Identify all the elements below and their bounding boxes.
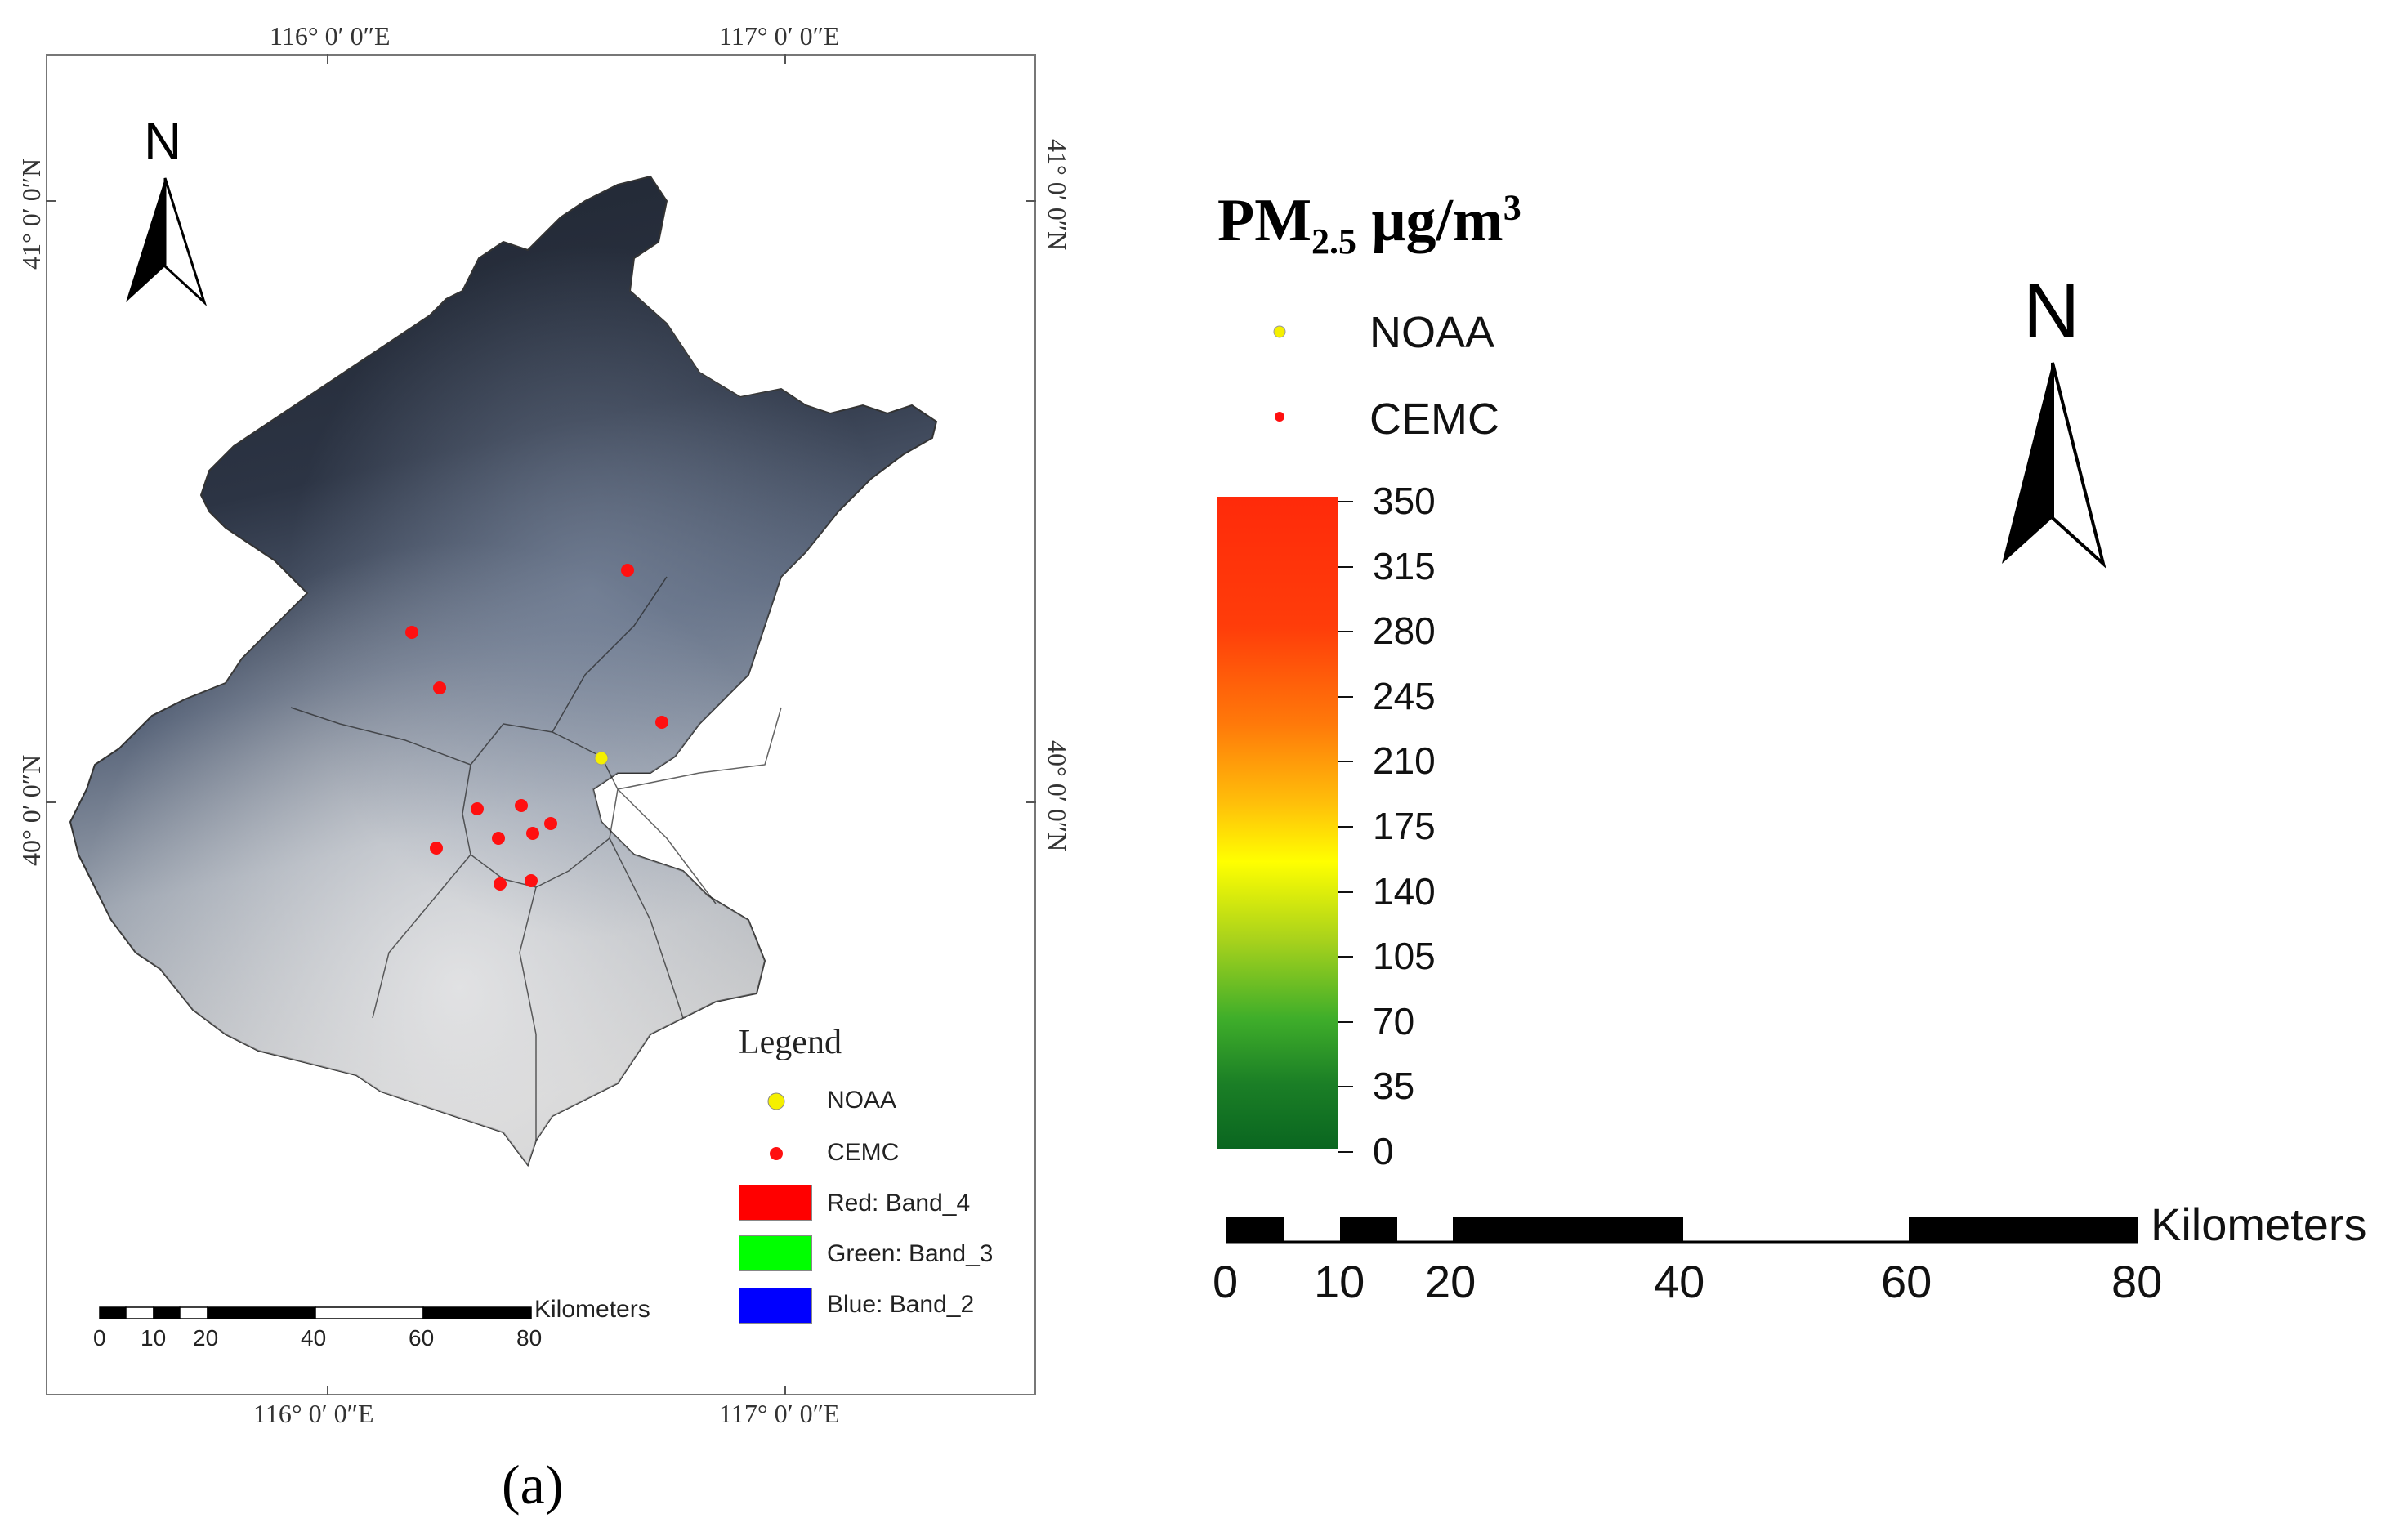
colorbar-tick-mark — [1338, 1151, 1353, 1153]
north-arrow-icon — [126, 177, 208, 306]
colorbar-tick-mark — [1338, 695, 1353, 698]
right-scale-tick: 0 — [1213, 1256, 1239, 1307]
scale-tick: 20 — [193, 1325, 219, 1351]
scale-tick: 40 — [301, 1325, 327, 1351]
colorbar-tick-label: 350 — [1373, 480, 1436, 522]
right-scale-tick: 20 — [1425, 1256, 1477, 1307]
scale-tick: 60 — [409, 1325, 435, 1351]
cemc-station — [492, 832, 505, 845]
cemc-station — [405, 626, 418, 639]
right-scale-bar — [1226, 1217, 2138, 1244]
cemc-station — [525, 874, 538, 887]
noaa-legend-dot — [767, 1092, 785, 1110]
right-scale-tick: 60 — [1881, 1256, 1932, 1307]
pm25-title: PM2.5 μg/m3 — [1217, 187, 1521, 261]
pm25-colorbar — [1217, 497, 1338, 1149]
cemc-station — [621, 564, 634, 577]
colorbar-tick-mark — [1338, 501, 1353, 502]
right-scale-tick: 10 — [1314, 1256, 1365, 1307]
legend-band-green: Green: Band_3 — [827, 1240, 994, 1267]
legend-noaa-label: NOAA — [827, 1087, 897, 1114]
colorbar-tick-label: 280 — [1373, 609, 1436, 653]
colorbar-tick-mark — [1338, 956, 1353, 958]
coord-right-40: 40° 0′ 0″N — [1043, 740, 1072, 852]
scale-tick: 0 — [93, 1325, 106, 1351]
coord-right-41: 41° 0′ 0″N — [1043, 139, 1072, 251]
colorbar-tick-label: 140 — [1373, 869, 1436, 913]
legend-band-blue: Blue: Band_2 — [827, 1291, 975, 1318]
colorbar-tick-label: 210 — [1373, 739, 1436, 783]
colorbar-tick-mark — [1338, 1086, 1353, 1088]
right-legend-cemc: CEMC — [1369, 395, 1499, 444]
colorbar-tick-label: 315 — [1373, 544, 1436, 587]
colorbar-tick-mark — [1338, 631, 1353, 633]
cemc-station — [494, 877, 507, 891]
band-red-swatch — [739, 1185, 812, 1221]
colorbar-tick-label: 0 — [1373, 1130, 1394, 1172]
coord-top-116: 116° 0′ 0″E — [270, 21, 391, 51]
colorbar-tick-mark — [1338, 826, 1353, 828]
satellite-map — [46, 54, 1036, 1395]
district-boundaries — [290, 576, 782, 1141]
colorbar-tick-label: 245 — [1373, 674, 1436, 717]
colorbar-tick-mark — [1338, 565, 1353, 568]
legend-band-red: Red: Band_4 — [827, 1190, 971, 1217]
right-scale-tick: 80 — [2111, 1256, 2163, 1307]
right-scale-tick: 40 — [1654, 1256, 1705, 1307]
colorbar-tick-mark — [1338, 1020, 1353, 1023]
right-north-arrow-icon — [2002, 362, 2106, 569]
cemc-station — [471, 802, 484, 815]
legend-cemc-label: CEMC — [827, 1139, 900, 1166]
legend-title: Legend — [739, 1024, 842, 1061]
cemc-stations — [405, 564, 668, 891]
cemc-station — [655, 716, 668, 729]
right-legend-noaa: NOAA — [1369, 308, 1495, 357]
figure-caption: (a) — [502, 1453, 564, 1516]
cemc-station — [433, 681, 446, 694]
colorbar-tick-label: 175 — [1373, 805, 1436, 847]
noaa-point-icon — [1273, 325, 1286, 338]
noaa-station — [594, 751, 609, 766]
band-blue-swatch — [739, 1288, 812, 1324]
cemc-station — [430, 842, 443, 855]
coord-bottom-116: 116° 0′ 0″E — [253, 1399, 374, 1428]
frame-ticks — [46, 54, 1036, 1395]
colorbar-tick-label: 35 — [1373, 1065, 1415, 1108]
cemc-station — [515, 799, 528, 812]
scale-unit-left: Kilometers — [534, 1296, 650, 1323]
band-green-swatch — [739, 1235, 812, 1271]
north-label: N — [144, 112, 182, 171]
colorbar-tick-label: 70 — [1373, 999, 1415, 1043]
coord-top-117: 117° 0′ 0″E — [719, 21, 840, 51]
coord-bottom-117: 117° 0′ 0″E — [719, 1399, 840, 1428]
cemc-station — [544, 817, 557, 830]
coord-left-41: 41° 0′ 0″N — [16, 158, 46, 270]
cemc-point-icon — [1275, 412, 1284, 422]
scale-tick: 10 — [141, 1325, 167, 1351]
scale-tick: 80 — [516, 1325, 543, 1351]
coord-left-40: 40° 0′ 0″N — [16, 754, 46, 866]
colorbar-tick-label: 105 — [1373, 935, 1436, 978]
colorbar-tick-mark — [1338, 761, 1353, 763]
scale-bar — [99, 1306, 532, 1319]
colorbar-tick-mark — [1338, 891, 1353, 893]
right-north-label: N — [2023, 267, 2080, 355]
cemc-legend-dot — [770, 1147, 783, 1160]
cemc-station — [526, 827, 539, 840]
right-scale-unit: Kilometers — [2151, 1199, 2367, 1250]
